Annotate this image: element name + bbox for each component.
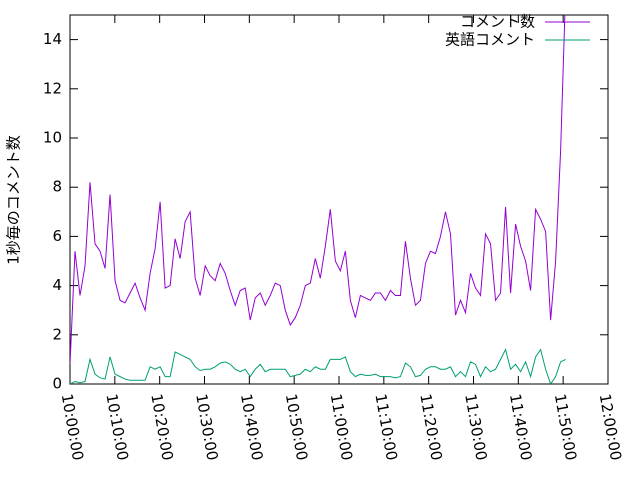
y-axis-label: 1秒毎のコメント数	[5, 135, 23, 265]
y-tick-label: 12	[43, 79, 62, 97]
y-tick-label: 8	[52, 178, 62, 196]
x-tick-label: 11:10:00	[371, 392, 400, 461]
y-tick-label: 10	[43, 129, 62, 147]
x-tick-label: 12:00:00	[596, 392, 625, 461]
x-tick-label: 11:00:00	[327, 392, 356, 461]
y-tick-label: 0	[52, 375, 62, 393]
series-line	[70, 15, 566, 365]
y-tick-label: 2	[52, 325, 62, 343]
x-tick-label: 10:00:00	[58, 392, 87, 461]
x-tick-label: 10:10:00	[102, 392, 131, 461]
x-tick-label: 11:40:00	[506, 392, 535, 461]
x-tick-label: 11:30:00	[461, 392, 490, 461]
x-tick-label: 10:20:00	[147, 392, 176, 461]
x-tick-label: 11:20:00	[416, 392, 445, 461]
x-tick-label: 10:50:00	[282, 392, 311, 461]
y-tick-label: 6	[52, 227, 62, 245]
plot-border	[69, 14, 609, 385]
y-tick-label: 4	[52, 276, 62, 294]
series-line	[70, 348, 566, 384]
x-tick-label: 11:50:00	[551, 392, 580, 461]
y-tick-label: 14	[43, 30, 62, 48]
x-tick-label: 10:40:00	[237, 392, 266, 461]
legend-label: コメント数	[460, 13, 535, 31]
legend-label: 英語コメント	[445, 31, 535, 49]
x-tick-label: 10:30:00	[192, 392, 221, 461]
